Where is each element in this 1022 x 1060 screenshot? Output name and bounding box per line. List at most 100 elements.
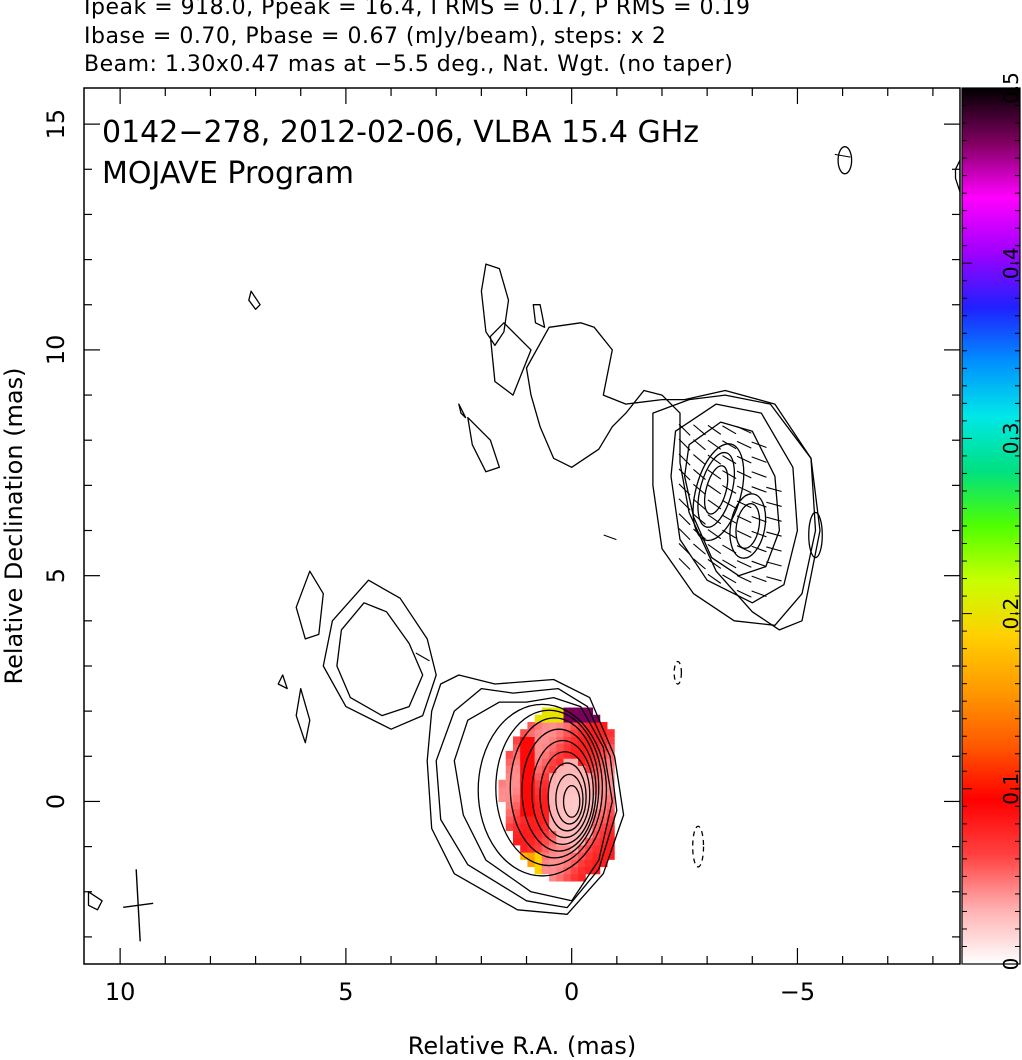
jet-contour — [295, 570, 324, 640]
polarization-pixel — [541, 801, 550, 810]
polarization-vector — [722, 484, 737, 494]
polarization-pixel — [520, 758, 529, 766]
polarization-pixel — [599, 823, 608, 831]
polarization-pixel — [585, 830, 594, 839]
polarization-pixel — [585, 859, 594, 868]
polarization-pixel — [585, 729, 594, 738]
polarization-pixel — [592, 765, 601, 774]
y-tick-label: 5 — [42, 568, 70, 583]
polarization-pixel — [541, 786, 550, 795]
jet-knot-contour — [703, 465, 729, 515]
polarization-pixel — [520, 844, 529, 853]
x-axis-ticks: 10 5 0 −5 — [105, 88, 934, 1006]
polarization-pixel — [599, 750, 608, 759]
header-line-2: Ibase = 0.70, Pbase = 0.67 (mJy/beam), s… — [84, 24, 667, 49]
polarization-pixel — [556, 758, 565, 766]
polarization-pixel — [527, 765, 536, 774]
polarization-pixel — [520, 779, 529, 788]
polarization-pixel — [556, 844, 565, 853]
polarization-pixel — [549, 801, 557, 810]
polarization-pixel — [577, 750, 586, 759]
jet-contour — [277, 674, 288, 690]
polarization-pixel — [534, 830, 543, 839]
polarization-pixel — [606, 844, 615, 853]
polarization-pixel — [534, 743, 543, 752]
polarization-vector — [707, 484, 722, 495]
polarization-pixel — [563, 830, 572, 839]
polarization-vector — [751, 530, 767, 538]
polarization-vector — [722, 574, 737, 584]
polarization-pixel — [599, 808, 608, 817]
polarization-pixel — [556, 815, 565, 824]
polarization-pixel — [592, 801, 601, 810]
jet-contour — [322, 579, 437, 730]
polarization-pixel — [563, 873, 572, 882]
chart-subtitle: MOJAVE Program — [102, 156, 354, 191]
polarization-vector — [751, 515, 767, 523]
polarization-pixel — [541, 859, 550, 868]
polarization-pixel — [498, 786, 507, 795]
polarization-pixel — [585, 721, 594, 730]
polarization-vector — [707, 499, 722, 510]
polarization-pixel — [534, 859, 543, 868]
polarization-pixel — [505, 779, 514, 788]
jet-contour — [458, 403, 467, 419]
polarization-vector — [736, 530, 752, 538]
polarization-vector — [678, 543, 691, 556]
polarization-pixel — [592, 772, 601, 781]
colorbar-tick-label: 0.4 — [999, 247, 1022, 279]
polarization-pixel — [556, 772, 565, 781]
polarization-pixel — [556, 779, 565, 788]
polarization-pixel — [577, 714, 586, 723]
polarization-pixel — [563, 815, 572, 824]
polarization-pixel — [527, 758, 536, 766]
polarization-pixel — [541, 750, 550, 759]
polarization-pixel — [563, 743, 572, 752]
polarization-pixel — [512, 750, 521, 759]
polarization-pixel — [549, 707, 557, 716]
polarization-pixel — [541, 758, 550, 766]
polarization-pixel — [577, 830, 586, 839]
core-contour — [477, 703, 608, 877]
polarization-vector — [766, 486, 782, 493]
polarization-pixel — [520, 823, 529, 831]
polarization-vector — [751, 575, 767, 583]
polarization-pixel — [549, 729, 557, 738]
polarization-pixel — [577, 837, 586, 846]
polarization-pixel — [592, 852, 601, 860]
polarization-vector — [678, 453, 691, 466]
polarization-pixel — [549, 750, 557, 759]
polarization-pixel — [505, 758, 514, 766]
polarization-pixel — [556, 808, 565, 817]
polarization-vectors — [415, 153, 851, 662]
polarization-vector — [722, 425, 737, 435]
polarization-pixel — [592, 815, 601, 824]
polarization-vector — [736, 425, 752, 434]
polarization-pixel — [606, 815, 615, 824]
polarization-pixel — [527, 721, 536, 730]
y-axis-ticks: 0 5 10 15 — [42, 109, 960, 938]
polarization-pixel — [541, 830, 550, 839]
polarization-vector — [736, 485, 752, 494]
polarization-pixel — [563, 866, 572, 875]
polarization-pixel — [570, 758, 579, 766]
polarization-pixel — [563, 794, 572, 803]
polarization-pixel — [577, 852, 586, 860]
polarization-pixel — [563, 837, 572, 846]
polarization-pixel — [585, 736, 594, 745]
polarization-pixel — [512, 837, 521, 846]
polarization-pixel — [599, 852, 608, 860]
polarization-vector — [707, 529, 722, 540]
polarization-pixel — [534, 852, 543, 860]
polarization-vector — [736, 545, 752, 553]
polarization-pixel — [534, 801, 543, 810]
polarization-pixel — [563, 823, 572, 831]
polarization-pixel — [520, 736, 529, 745]
polarization-pixel — [556, 873, 565, 882]
polarization-pixel — [556, 721, 565, 730]
polarization-vector — [707, 469, 722, 480]
polarization-pixel — [592, 823, 601, 831]
polarization-pixel — [534, 823, 543, 831]
polarization-pixel — [606, 729, 615, 738]
polarization-pixel — [563, 786, 572, 795]
